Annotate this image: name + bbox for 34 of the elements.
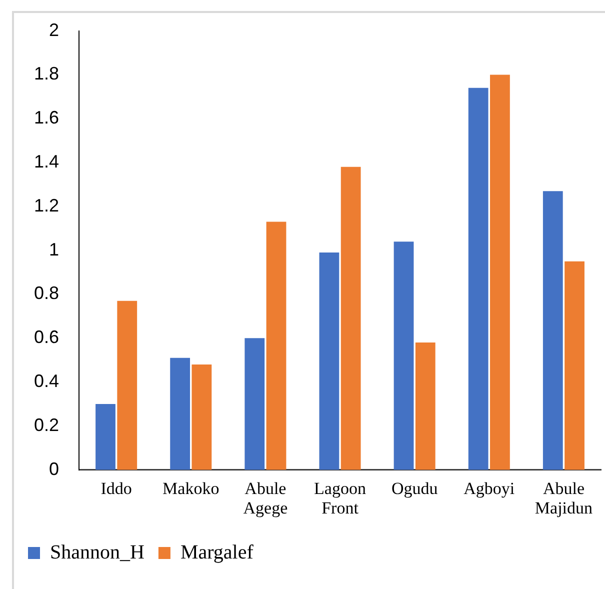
y-tick-label: 1.8 — [34, 64, 60, 84]
y-tick-label: 0.8 — [34, 283, 60, 304]
legend-label: Shannon_H — [50, 541, 144, 564]
bar — [468, 88, 488, 470]
x-tick-label: Ogudu — [391, 479, 438, 498]
x-tick-label: Iddo — [100, 479, 132, 498]
bar — [244, 338, 265, 470]
y-tick-label: 0.4 — [34, 371, 60, 392]
bar — [394, 242, 414, 470]
x-tick-label: Abule Agege — [243, 479, 288, 518]
x-tick-label: Lagoon Front — [314, 479, 366, 518]
x-tick-label: Makoko — [162, 479, 220, 498]
y-tick-label: 1 — [49, 239, 60, 260]
bar — [542, 191, 563, 470]
legend-label: Margalef — [180, 541, 254, 564]
bar — [490, 74, 510, 470]
x-tick-label: Abule Majidun — [534, 479, 594, 518]
y-tick-label: 1.2 — [34, 195, 60, 216]
y-tick-label: 0.2 — [34, 414, 60, 435]
bar — [340, 166, 361, 470]
bar — [266, 222, 286, 470]
y-tick-label: 1.6 — [34, 108, 60, 128]
bar — [170, 358, 190, 470]
bar — [415, 342, 436, 470]
y-tick-label: 2 — [49, 20, 60, 40]
bar — [564, 261, 584, 470]
y-tick-label: 0 — [49, 458, 60, 479]
bar — [192, 364, 212, 470]
bar — [319, 252, 340, 470]
y-tick-label: 0.6 — [34, 327, 60, 348]
x-tick-label: Agboyi — [464, 479, 515, 498]
bar — [117, 300, 138, 470]
y-tick-label: 1.4 — [34, 152, 60, 172]
bar — [96, 404, 116, 470]
